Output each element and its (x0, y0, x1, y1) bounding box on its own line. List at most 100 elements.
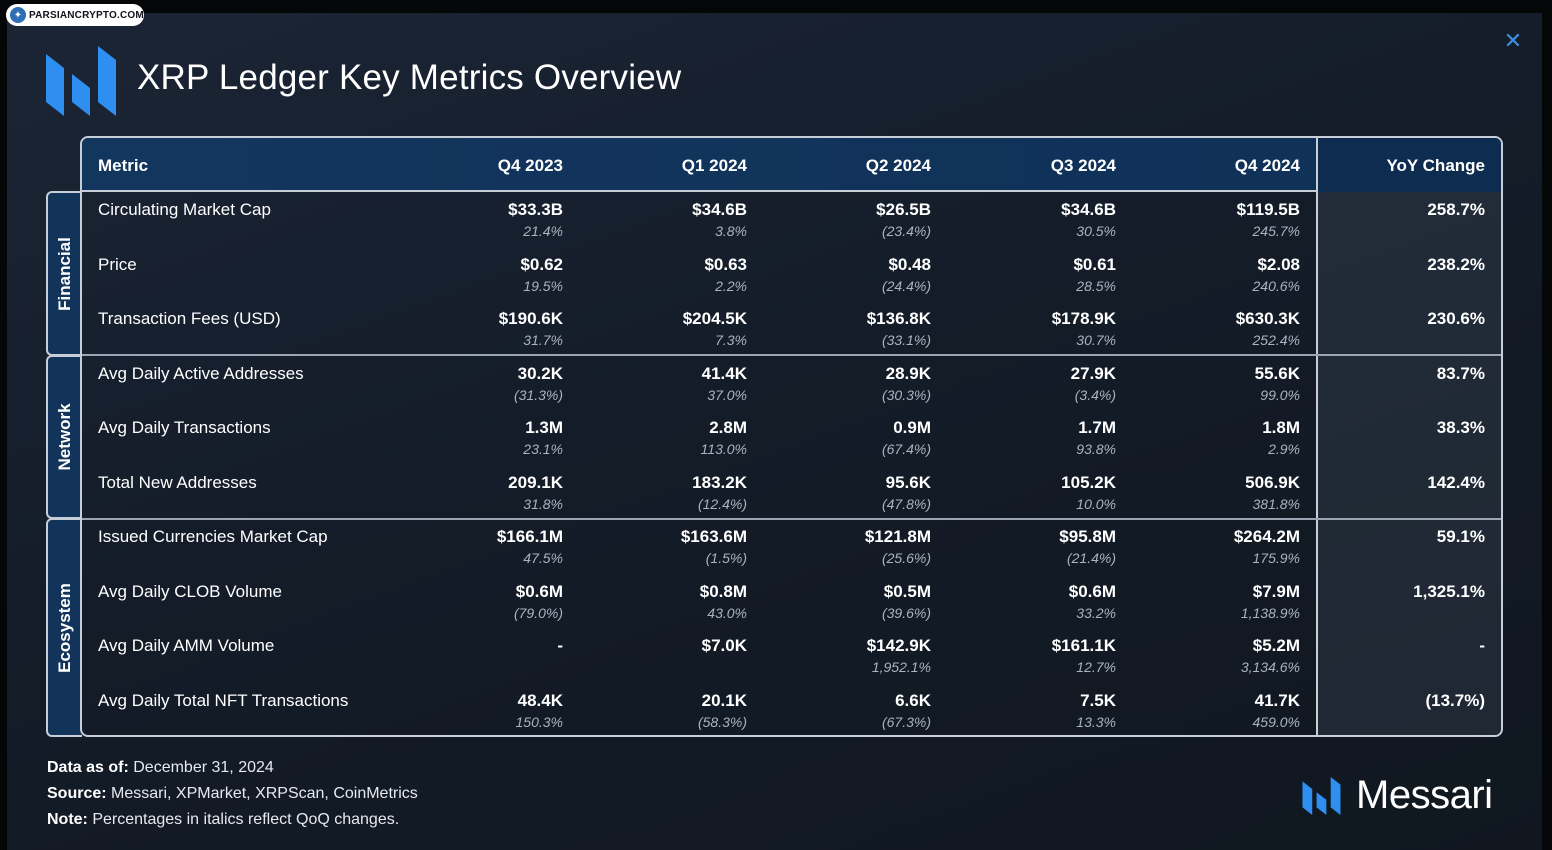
yoy-value: 83.7% (1436, 363, 1485, 383)
qoq-change: 23.1% (523, 441, 563, 457)
close-icon[interactable]: ✕ (1503, 28, 1523, 53)
qoq-change: (79.0%) (513, 604, 563, 621)
section-divider (82, 354, 1501, 356)
metric-value: $0.48 (888, 254, 931, 274)
metric-name: Avg Daily Active Addresses (98, 363, 304, 383)
header-metric: Metric (98, 156, 149, 175)
metric-value: 28.9K (885, 363, 931, 383)
section-label-network: Network (46, 355, 82, 519)
qoq-change: (3.4%) (1074, 386, 1116, 403)
metric-value: $0.62 (520, 254, 563, 274)
metric-value: 183.2K (692, 472, 747, 492)
metric-value: 55.6K (1254, 363, 1300, 383)
metric-value: $630.3K (1235, 309, 1300, 328)
qoq-change: 381.8% (1252, 495, 1300, 512)
metric-name: Avg Daily CLOB Volume (98, 581, 282, 601)
table-row: Transaction Fees (USD) $190.6K 31.7% $204.5… (82, 301, 1501, 355)
metric-value: 41.4K (701, 363, 747, 383)
qoq-change: 1,952.1% (871, 659, 931, 675)
qoq-change: (33.1%) (881, 332, 931, 348)
footer-data-as-of: Data as of: December 31, 2024 (47, 759, 274, 776)
qoq-change: 30.5% (1076, 223, 1116, 239)
header-q1-2024: Q1 2024 (681, 156, 747, 175)
metric-value: $119.5B (1236, 200, 1300, 219)
qoq-change: (39.6%) (881, 604, 931, 621)
table-row: Avg Daily Total NFT Transactions 48.4K 150… (82, 683, 1501, 736)
metric-value: 48.4K (517, 690, 563, 710)
yoy-value: 1,325.1% (1413, 581, 1485, 601)
qoq-change: 47.5% (523, 550, 563, 566)
qoq-change: (21.4%) (1066, 550, 1116, 566)
watermark-badge: ✦ PARSIANCRYPTO.COM (6, 4, 144, 26)
qoq-change: (30.3%) (881, 386, 931, 403)
header-q4-2023: Q4 2023 (497, 156, 563, 175)
metric-name: Avg Daily Transactions (98, 418, 271, 437)
metric-value: $7.0K (701, 636, 747, 655)
metric-value: 30.2K (517, 363, 563, 383)
messari-logo-icon (46, 46, 116, 116)
qoq-change: 43.0% (707, 604, 747, 621)
metric-value: $95.8M (1059, 527, 1116, 546)
yoy-value: 238.2% (1427, 254, 1485, 274)
yoy-value: 38.3% (1436, 418, 1485, 437)
table-row: Price $0.62 19.5% $0.63 2.2% $0.48 (24.4%) $0.6… (82, 247, 1501, 301)
page-title: XRP Ledger Key Metrics Overview (137, 58, 682, 97)
qoq-change: 3,134.6% (1240, 659, 1300, 675)
table-header: Metric Q4 2023 Q1 2024 Q2 2024 Q3 2024 Q… (82, 138, 1501, 192)
table-row: Avg Daily AMM Volume - $7.0K $142.9K 1,952.1… (82, 628, 1501, 682)
watermark-text: PARSIANCRYPTO.COM (29, 9, 144, 21)
table-row: Avg Daily CLOB Volume $0.6M (79.0%) $0.8M 43… (82, 574, 1501, 628)
qoq-change: 113.0% (700, 441, 747, 457)
qoq-change: 150.3% (515, 713, 563, 730)
qoq-change: 13.3% (1076, 713, 1116, 730)
metric-value: $161.1K (1051, 636, 1116, 655)
section-divider (82, 518, 1501, 520)
yoy-header-bg (1316, 138, 1501, 192)
metric-value: 2.8M (709, 418, 747, 437)
metric-value: $136.8K (866, 309, 931, 328)
section-label-ecosystem: Ecosystem (46, 518, 82, 737)
table-row: Avg Daily Transactions 1.3M 23.1% 2.8M 113.0… (82, 410, 1501, 464)
qoq-change: (31.3%) (513, 386, 563, 403)
metric-value: 105.2K (1061, 472, 1116, 492)
metric-value: 0.9M (893, 418, 931, 437)
yoy-value: 142.4% (1427, 472, 1485, 492)
qoq-change: 3.8% (715, 223, 747, 239)
qoq-change: 31.8% (523, 495, 563, 512)
metric-value: 6.6K (895, 690, 931, 710)
messari-brand: Messari (1302, 773, 1493, 818)
qoq-change: 19.5% (523, 277, 563, 294)
qoq-change: (47.8%) (881, 495, 931, 512)
messari-brand-icon (1302, 776, 1341, 815)
metric-value: 27.9K (1070, 363, 1116, 383)
qoq-change: 30.7% (1076, 332, 1116, 348)
qoq-change: 93.8% (1076, 441, 1116, 457)
messari-brand-text: Messari (1356, 773, 1493, 817)
yoy-column-bg (1316, 138, 1501, 735)
qoq-change: 1,138.9% (1240, 604, 1300, 621)
qoq-change: 28.5% (1076, 277, 1116, 294)
section-label-financial: Financial (46, 191, 82, 356)
metric-value: $178.9K (1051, 309, 1116, 328)
yoy-value: (13.7%) (1425, 690, 1485, 710)
metric-name: Circulating Market Cap (98, 200, 271, 219)
yoy-value: 230.6% (1427, 309, 1485, 328)
qoq-change: (1.5%) (705, 550, 747, 566)
qoq-change: 175.9% (1252, 550, 1300, 566)
qoq-change: (58.3%) (697, 713, 747, 730)
metric-value: $26.5B (876, 200, 931, 219)
qoq-change: 12.7% (1076, 659, 1116, 675)
metric-name: Transaction Fees (USD) (98, 309, 281, 328)
qoq-change: (25.6%) (881, 550, 931, 566)
metric-value: $190.6K (498, 309, 563, 328)
metric-name: Total New Addresses (98, 472, 257, 492)
metric-value: $5.2M (1252, 636, 1300, 655)
watermark-logo-icon: ✦ (10, 7, 26, 23)
metric-value: 209.1K (508, 472, 563, 492)
metric-value: $163.6M (680, 527, 747, 546)
qoq-change: 10.0% (1076, 495, 1116, 512)
header-q2-2024: Q2 2024 (865, 156, 931, 175)
yoy-value: - (1479, 636, 1485, 655)
metric-value: $0.61 (1073, 254, 1116, 274)
metric-value: 1.3M (525, 418, 563, 437)
